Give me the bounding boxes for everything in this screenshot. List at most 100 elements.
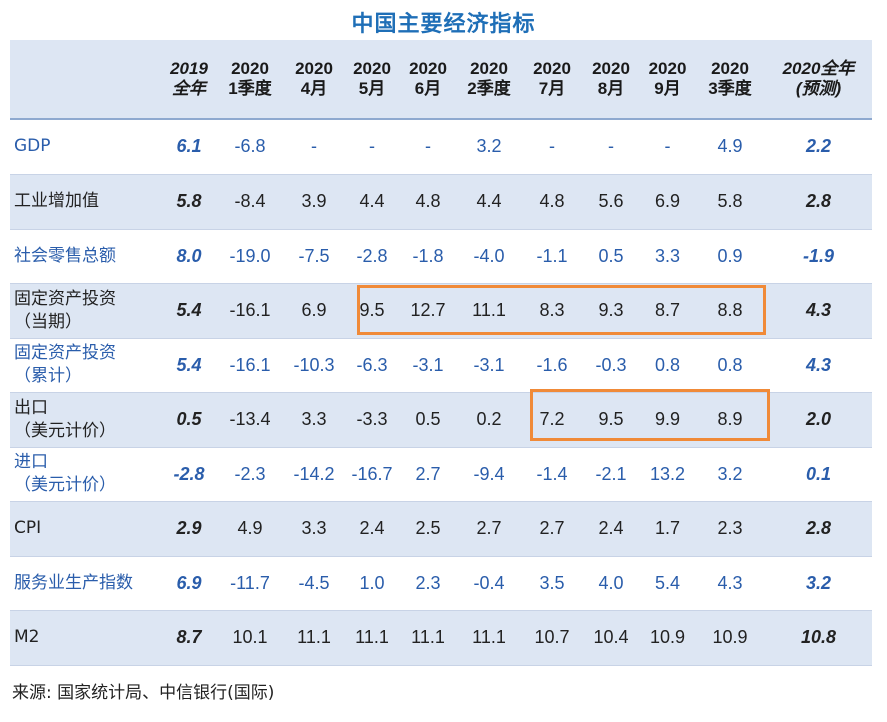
- indicator-table-wrap: 2019 全年 2020 1季度 2020 4月 2020 5月 2020 6月 2020…: [10, 40, 872, 666]
- row-label: 固定资产投资 （当期）: [10, 283, 162, 339]
- value-cell: -1.8: [400, 229, 456, 284]
- value-cell: -9.4: [456, 447, 522, 502]
- value-cell: -3.1: [456, 338, 522, 393]
- value-cell: 3.2: [765, 556, 872, 611]
- table-row: 服务业生产指数 6.9 -11.7 -4.5 1.0 2.3 -0.4 3.5 4.0 5.4 4.…: [10, 556, 872, 611]
- value-cell: -4.5: [284, 556, 344, 611]
- value-cell: -16.7: [344, 447, 400, 502]
- value-cell: 2.8: [765, 501, 872, 557]
- value-cell: 11.1: [284, 610, 344, 666]
- table-row: 工业增加值 5.8 -8.4 3.9 4.4 4.8 4.4 4.8 5.6 6.9 5.8 2.8: [10, 174, 872, 230]
- value-cell: 4.8: [400, 174, 456, 230]
- value-cell: 0.9: [695, 229, 765, 284]
- row-label: M2: [10, 610, 162, 666]
- header-label-cell: [10, 40, 162, 120]
- header-2020-may: 2020 5月: [344, 40, 400, 120]
- value-cell: -: [400, 119, 456, 175]
- value-cell: 0.1: [765, 447, 872, 502]
- value-cell: 2.9: [162, 501, 216, 557]
- value-cell: -3.1: [400, 338, 456, 393]
- header-2020-jul: 2020 7月: [522, 40, 582, 120]
- header-2020-aug: 2020 8月: [582, 40, 640, 120]
- row-label-line2: （当期）: [14, 311, 82, 332]
- row-label-line1: 固定资产投资: [14, 343, 116, 363]
- value-cell: 4.3: [765, 283, 872, 339]
- value-cell: 4.4: [344, 174, 400, 230]
- header-2020-apr: 2020 4月: [284, 40, 344, 120]
- value-cell: -: [582, 119, 640, 175]
- value-cell: -6.8: [216, 119, 284, 175]
- value-cell: 10.4: [582, 610, 640, 666]
- value-cell: 2.3: [695, 501, 765, 557]
- header-2020-forecast: 2020全年 (预测): [765, 40, 872, 120]
- table-row: GDP 6.1 -6.8- - -3.2- - -4.9 2.2: [10, 119, 872, 175]
- row-label: CPI: [10, 501, 162, 557]
- value-cell: 5.4: [162, 283, 216, 339]
- value-cell: -: [344, 119, 400, 175]
- value-cell: -2.8: [344, 229, 400, 284]
- value-cell: 2.4: [344, 501, 400, 557]
- value-cell: 4.0: [582, 556, 640, 611]
- header-2020-q3: 2020 3季度: [695, 40, 765, 120]
- economic-indicator-table: 2019 全年 2020 1季度 2020 4月 2020 5月 2020 6月 2020…: [10, 40, 872, 666]
- value-cell: 10.7: [522, 610, 582, 666]
- table-row: CPI 2.9 4.9 3.3 2.4 2.5 2.7 2.7 2.4 1.7 2.3 2.8: [10, 501, 872, 557]
- value-cell: 3.3: [284, 501, 344, 557]
- value-cell: 0.2: [456, 392, 522, 448]
- value-cell: 3.3: [640, 229, 695, 284]
- value-cell: 11.1: [456, 283, 522, 339]
- value-cell: -: [284, 119, 344, 175]
- value-cell: 2.7: [522, 501, 582, 557]
- value-cell: 10.1: [216, 610, 284, 666]
- value-cell: -4.0: [456, 229, 522, 284]
- value-cell: 4.8: [522, 174, 582, 230]
- value-cell: -1.6: [522, 338, 582, 393]
- value-cell: 2.2: [765, 119, 872, 175]
- value-cell: -6.3: [344, 338, 400, 393]
- value-cell: 4.3: [695, 556, 765, 611]
- value-cell: -19.0: [216, 229, 284, 284]
- value-cell: 13.2: [640, 447, 695, 502]
- value-cell: 5.6: [582, 174, 640, 230]
- value-cell: -13.4: [216, 392, 284, 448]
- value-cell: 9.3: [582, 283, 640, 339]
- value-cell: 0.5: [582, 229, 640, 284]
- value-cell: 6.9: [162, 556, 216, 611]
- value-cell: 6.9: [640, 174, 695, 230]
- header-2020-q1: 2020 1季度: [216, 40, 284, 120]
- value-cell: 2.7: [456, 501, 522, 557]
- value-cell: 11.1: [456, 610, 522, 666]
- row-label: 固定资产投资 （累计）: [10, 338, 162, 393]
- value-cell: -2.8: [162, 447, 216, 502]
- row-label-line2: （美元计价）: [14, 475, 116, 495]
- value-cell: 7.2: [522, 392, 582, 448]
- value-cell: 9.5: [344, 283, 400, 339]
- value-cell: 5.4: [162, 338, 216, 393]
- table-row: 出口 （美元计价） 0.5 -13.4 3.3 -3.3 0.5 0.2 7.2 9.5 9.9 8.…: [10, 392, 872, 448]
- row-label: 社会零售总额: [10, 229, 162, 284]
- row-label-line1: 进口: [14, 452, 48, 472]
- value-cell: -: [522, 119, 582, 175]
- value-cell: 8.0: [162, 229, 216, 284]
- value-cell: 0.5: [162, 392, 216, 448]
- row-label-line1: GDP: [14, 136, 51, 157]
- table-row: 固定资产投资 （当期） 5.4 -16.1 6.9 9.5 12.7 11.1 8.3 9.3 8.…: [10, 283, 872, 339]
- value-cell: -3.3: [344, 392, 400, 448]
- value-cell: 0.8: [640, 338, 695, 393]
- value-cell: -: [640, 119, 695, 175]
- value-cell: 11.1: [400, 610, 456, 666]
- row-label: 出口 （美元计价）: [10, 392, 162, 448]
- row-label: 工业增加值: [10, 174, 162, 230]
- value-cell: 9.9: [640, 392, 695, 448]
- value-cell: 2.8: [765, 174, 872, 230]
- value-cell: 8.7: [162, 610, 216, 666]
- value-cell: -8.4: [216, 174, 284, 230]
- value-cell: 0.5: [400, 392, 456, 448]
- table-row: 社会零售总额 8.0 -19.0 -7.5 -2.8 -1.8 -4.0 -1.1 0.5 3.3…: [10, 229, 872, 284]
- row-label-line1: CPI: [14, 518, 42, 538]
- value-cell: 3.5: [522, 556, 582, 611]
- value-cell: -14.2: [284, 447, 344, 502]
- value-cell: 5.8: [695, 174, 765, 230]
- value-cell: 4.3: [765, 338, 872, 393]
- value-cell: -1.9: [765, 229, 872, 284]
